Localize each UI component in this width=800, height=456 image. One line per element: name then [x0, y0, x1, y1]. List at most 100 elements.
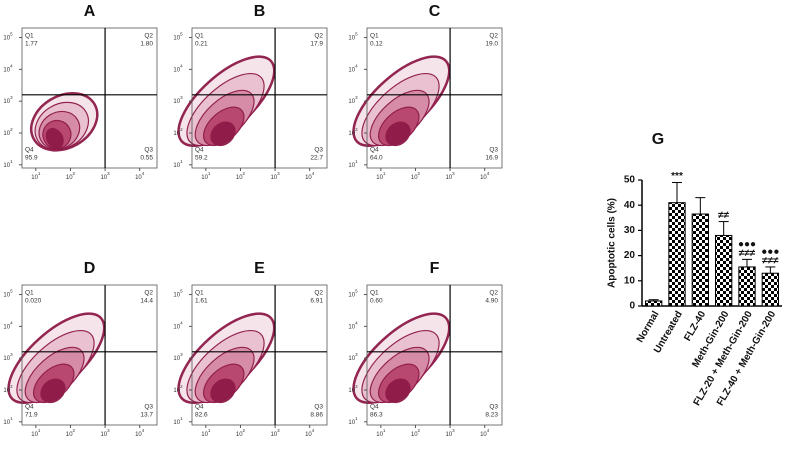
tick-exp: 3 — [355, 352, 358, 357]
y-tick-label: 103 — [3, 95, 13, 104]
tick-exp: 2 — [10, 384, 13, 389]
y-tick-label: 20 — [624, 250, 636, 261]
x-tick-label: 102 — [236, 171, 246, 180]
tick-base: 10 — [348, 388, 355, 394]
quadrant-value: 64.0 — [370, 155, 383, 162]
tick-exp: 3 — [10, 352, 13, 357]
bar — [645, 300, 663, 307]
quadrant-value: 13.7 — [140, 412, 153, 419]
tick-base: 10 — [3, 99, 10, 105]
tick-base: 10 — [66, 432, 73, 438]
tick-exp: 4 — [487, 428, 490, 433]
quadrant-name: Q1 — [25, 33, 34, 40]
tick-base: 10 — [348, 356, 355, 362]
y-tick-label: 101 — [348, 159, 358, 168]
tick-exp: 5 — [180, 32, 183, 37]
x-tick-label: 103 — [270, 428, 280, 437]
significance-mark: *** — [671, 171, 683, 182]
tick-base: 10 — [305, 432, 312, 438]
tick-exp: 2 — [243, 171, 246, 176]
tick-base: 10 — [100, 432, 107, 438]
plot-frame — [191, 27, 328, 169]
y-tick-label: 102 — [3, 384, 13, 393]
y-tick-label: 40 — [624, 200, 636, 211]
y-tick-label: 101 — [173, 416, 183, 425]
tick-exp: 2 — [418, 428, 421, 433]
tick-base: 10 — [348, 162, 355, 168]
quadrant-name: Q2 — [489, 290, 498, 297]
tick-base: 10 — [376, 175, 383, 181]
tick-base: 10 — [173, 99, 180, 105]
tick-exp: 4 — [10, 64, 13, 69]
tick-exp: 1 — [38, 428, 41, 433]
y-tick-label: 102 — [173, 384, 183, 393]
bar — [691, 213, 710, 307]
density-plot — [177, 312, 276, 405]
y-tick-label: 50 — [624, 175, 636, 186]
tick-exp: 2 — [10, 127, 13, 132]
quadrant-name: Q1 — [370, 33, 379, 40]
x-tick-label: 103 — [100, 428, 110, 437]
y-tick-label: 104 — [3, 321, 13, 330]
contour — [210, 121, 236, 147]
quadrant-name: Q4 — [25, 404, 34, 411]
y-tick-label: 101 — [173, 159, 183, 168]
tick-exp: 3 — [277, 428, 280, 433]
x-tick-label: 103 — [445, 171, 455, 180]
quadrant-name: Q3 — [314, 147, 323, 154]
y-tick-label: 104 — [173, 321, 183, 330]
quadrant-name: Q1 — [195, 290, 204, 297]
quadrant-name: Q3 — [489, 404, 498, 411]
tick-base: 10 — [348, 324, 355, 330]
tick-base: 10 — [3, 419, 10, 425]
x-tick-label: 102 — [411, 171, 421, 180]
tick-base: 10 — [348, 99, 355, 105]
tick-exp: 2 — [73, 428, 76, 433]
tick-exp: 1 — [383, 428, 386, 433]
tick-exp: 3 — [180, 352, 183, 357]
y-tick-label: 101 — [3, 416, 13, 425]
quadrant-value: 14.4 — [140, 298, 153, 305]
tick-base: 10 — [270, 432, 277, 438]
tick-exp: 5 — [355, 32, 358, 37]
tick-exp: 2 — [180, 384, 183, 389]
quadrant-name: Q2 — [144, 33, 153, 40]
panel-label: E — [254, 260, 265, 277]
tick-base: 10 — [3, 162, 10, 168]
chart-title: G — [652, 131, 664, 148]
tick-base: 10 — [445, 175, 452, 181]
panel-label: A — [84, 3, 96, 20]
tick-base: 10 — [201, 175, 208, 181]
tick-base: 10 — [445, 432, 452, 438]
tick-base: 10 — [173, 388, 180, 394]
bar — [738, 266, 756, 307]
quadrant-value: 71.9 — [25, 412, 38, 419]
tick-exp: 4 — [355, 64, 358, 69]
quadrant-value: 4.90 — [485, 298, 498, 305]
y-tick-label: 10 — [624, 275, 636, 286]
plot-frame — [366, 27, 503, 169]
tick-exp: 5 — [10, 289, 13, 294]
x-tick-label: 102 — [236, 428, 246, 437]
tick-base: 10 — [3, 356, 10, 362]
contour — [385, 121, 411, 147]
tick-exp: 1 — [38, 171, 41, 176]
bar — [715, 234, 733, 307]
quadrant-name: Q3 — [144, 147, 153, 154]
significance-mark: ≠≠ — [718, 210, 729, 221]
quadrant-name: Q1 — [195, 33, 204, 40]
panel-label: C — [429, 3, 441, 20]
bar — [668, 202, 686, 307]
tick-exp: 3 — [10, 95, 13, 100]
panel-label: D — [84, 260, 96, 277]
y-tick-label: 103 — [348, 95, 358, 104]
tick-exp: 1 — [180, 416, 183, 421]
tick-base: 10 — [236, 175, 243, 181]
tick-base: 10 — [411, 175, 418, 181]
quadrant-name: Q3 — [144, 404, 153, 411]
plot-frame — [191, 284, 328, 426]
x-tick-label: 101 — [31, 428, 41, 437]
tick-exp: 1 — [355, 416, 358, 421]
tick-exp: 4 — [312, 171, 315, 176]
tick-base: 10 — [173, 162, 180, 168]
